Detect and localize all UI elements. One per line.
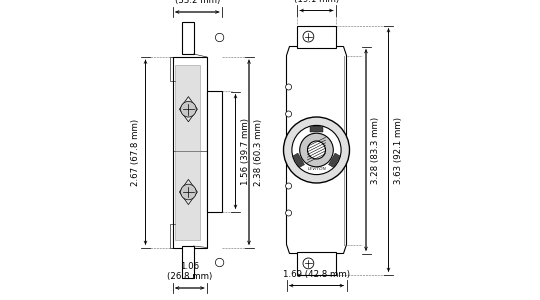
Circle shape bbox=[286, 210, 292, 216]
Circle shape bbox=[292, 125, 341, 175]
Bar bbox=[297, 26, 336, 48]
Bar bbox=[175, 64, 200, 240]
Text: 1.06
(26.8 mm): 1.06 (26.8 mm) bbox=[167, 262, 212, 281]
Circle shape bbox=[215, 258, 224, 267]
Polygon shape bbox=[179, 179, 198, 205]
Polygon shape bbox=[179, 97, 198, 122]
Circle shape bbox=[180, 184, 196, 200]
Polygon shape bbox=[310, 126, 323, 132]
Text: 1.31
(33.2 mm): 1.31 (33.2 mm) bbox=[174, 0, 220, 5]
Polygon shape bbox=[328, 153, 340, 168]
Text: 2.67 (67.8 mm): 2.67 (67.8 mm) bbox=[131, 119, 140, 186]
Circle shape bbox=[286, 84, 292, 90]
Bar bbox=[172, 57, 207, 248]
Bar bbox=[207, 92, 222, 212]
Text: 1.56 (39.7 mm): 1.56 (39.7 mm) bbox=[241, 118, 250, 185]
Polygon shape bbox=[293, 153, 305, 168]
Text: 1.69 (42.8 mm): 1.69 (42.8 mm) bbox=[283, 270, 350, 279]
Bar bbox=[181, 246, 193, 278]
Circle shape bbox=[180, 101, 196, 117]
Circle shape bbox=[307, 141, 326, 159]
Text: 2.38 (60.3 mm): 2.38 (60.3 mm) bbox=[254, 119, 264, 186]
Text: LEVITON: LEVITON bbox=[308, 167, 327, 171]
Circle shape bbox=[215, 33, 224, 42]
Bar bbox=[297, 252, 336, 274]
Circle shape bbox=[300, 133, 333, 167]
Circle shape bbox=[286, 183, 292, 189]
Circle shape bbox=[303, 31, 314, 42]
Circle shape bbox=[284, 117, 349, 183]
Polygon shape bbox=[287, 46, 347, 253]
Text: 3.63 (92.1 mm): 3.63 (92.1 mm) bbox=[394, 116, 403, 184]
Bar bbox=[181, 22, 193, 54]
Text: 3.28 (83.3 mm): 3.28 (83.3 mm) bbox=[372, 116, 380, 184]
Circle shape bbox=[303, 258, 314, 269]
Circle shape bbox=[286, 111, 292, 117]
Text: 0.75
(19.1 mm): 0.75 (19.1 mm) bbox=[294, 0, 339, 4]
